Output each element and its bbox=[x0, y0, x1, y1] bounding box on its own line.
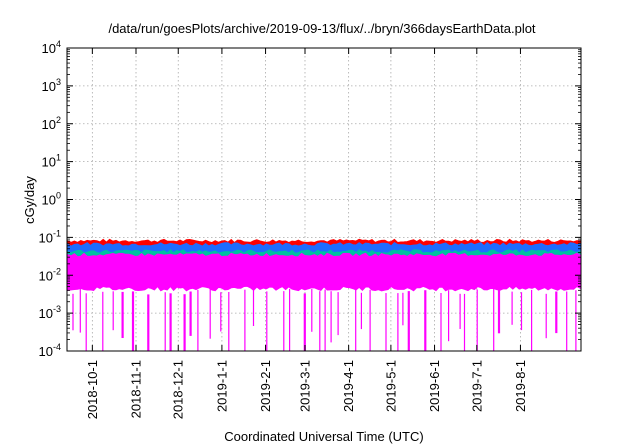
x-tick-label: 2019-7-1 bbox=[469, 360, 484, 412]
series-band-3 bbox=[67, 252, 581, 292]
x-tick-label: 2018-10-1 bbox=[85, 360, 100, 419]
x-tick-label: 2019-5-1 bbox=[383, 360, 398, 412]
y-axis-label: cGy/day bbox=[22, 176, 37, 224]
x-tick-label: 2019-6-1 bbox=[427, 360, 442, 412]
x-tick-labels: 2018-10-1 2018-11-1 2018-12-1 2019-1-1 2019-… bbox=[85, 360, 528, 419]
x-tick-label: 2018-12-1 bbox=[171, 360, 186, 419]
x-axis-label: Coordinated Universal Time (UTC) bbox=[224, 429, 423, 444]
x-tick-label: 2019-8-1 bbox=[513, 360, 528, 412]
x-tick-label: 2019-4-1 bbox=[341, 360, 356, 412]
x-tick-label: 2019-3-1 bbox=[297, 360, 312, 412]
x-tick-label: 2019-1-1 bbox=[214, 360, 229, 412]
x-tick-label: 2018-11-1 bbox=[129, 360, 144, 418]
grid bbox=[67, 48, 581, 351]
x-tick-label: 2019-2-1 bbox=[258, 360, 273, 412]
ticks bbox=[67, 47, 581, 352]
series-group bbox=[67, 238, 581, 351]
chart-title: /data/run/goesPlots/archive/2019-09-13/f… bbox=[108, 21, 535, 36]
